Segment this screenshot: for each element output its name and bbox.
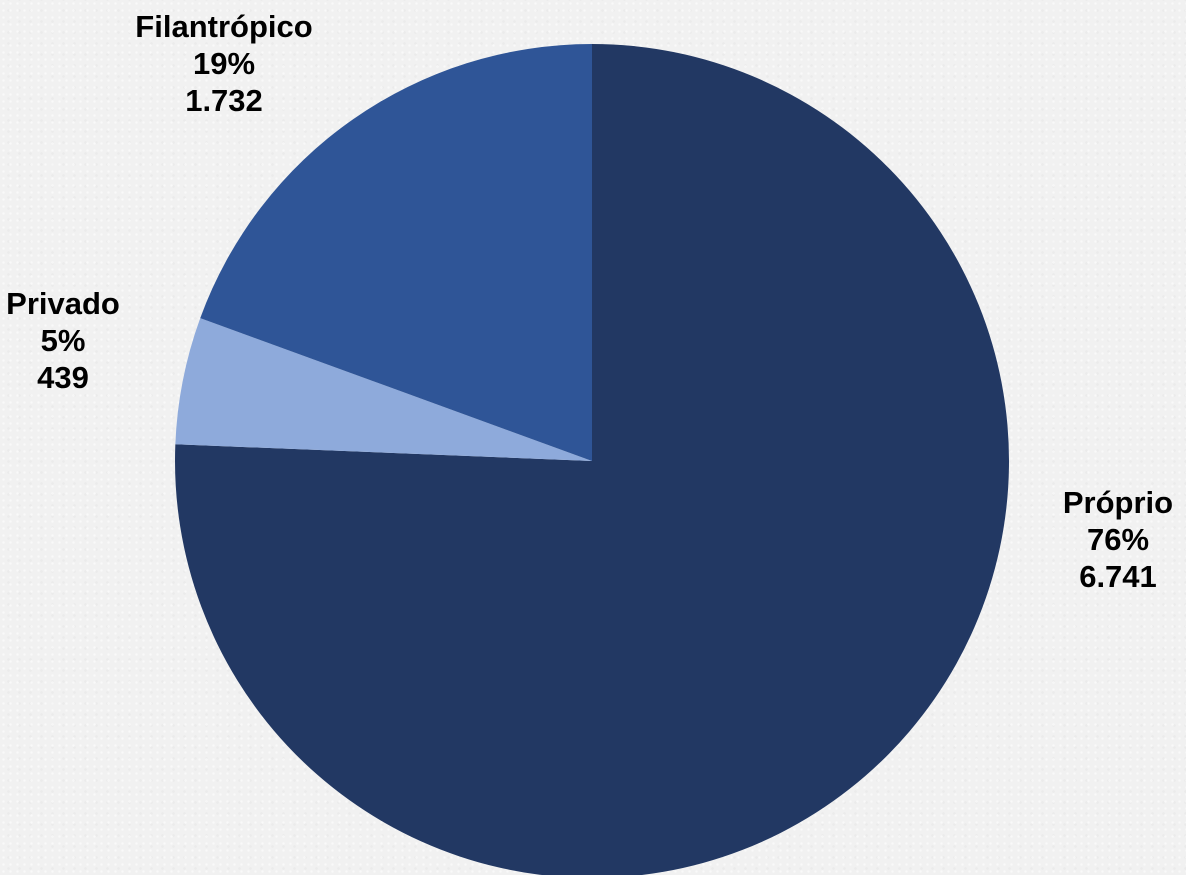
slice-label-name: Filantrópico (135, 9, 312, 44)
pie-slice-2 (200, 44, 593, 461)
slice-label-1: Privado 5% 439 (6, 286, 120, 395)
slice-label-2: Filantrópico 19% 1.732 (135, 9, 312, 118)
slice-label-percent: 76% (1087, 522, 1149, 557)
slice-label-percent: 19% (193, 46, 255, 81)
slice-label-value: 439 (37, 360, 89, 395)
slice-label-0: Próprio 76% 6.741 (1063, 485, 1173, 594)
pie-slices (175, 44, 1009, 875)
pie-slice-0 (175, 44, 1009, 875)
slice-label-percent: 5% (41, 323, 86, 358)
pie-slice-1 (175, 318, 592, 461)
slice-label-name: Privado (6, 286, 120, 321)
slice-label-value: 1.732 (185, 83, 263, 118)
slice-label-value: 6.741 (1079, 559, 1157, 594)
slice-label-name: Próprio (1063, 485, 1173, 520)
